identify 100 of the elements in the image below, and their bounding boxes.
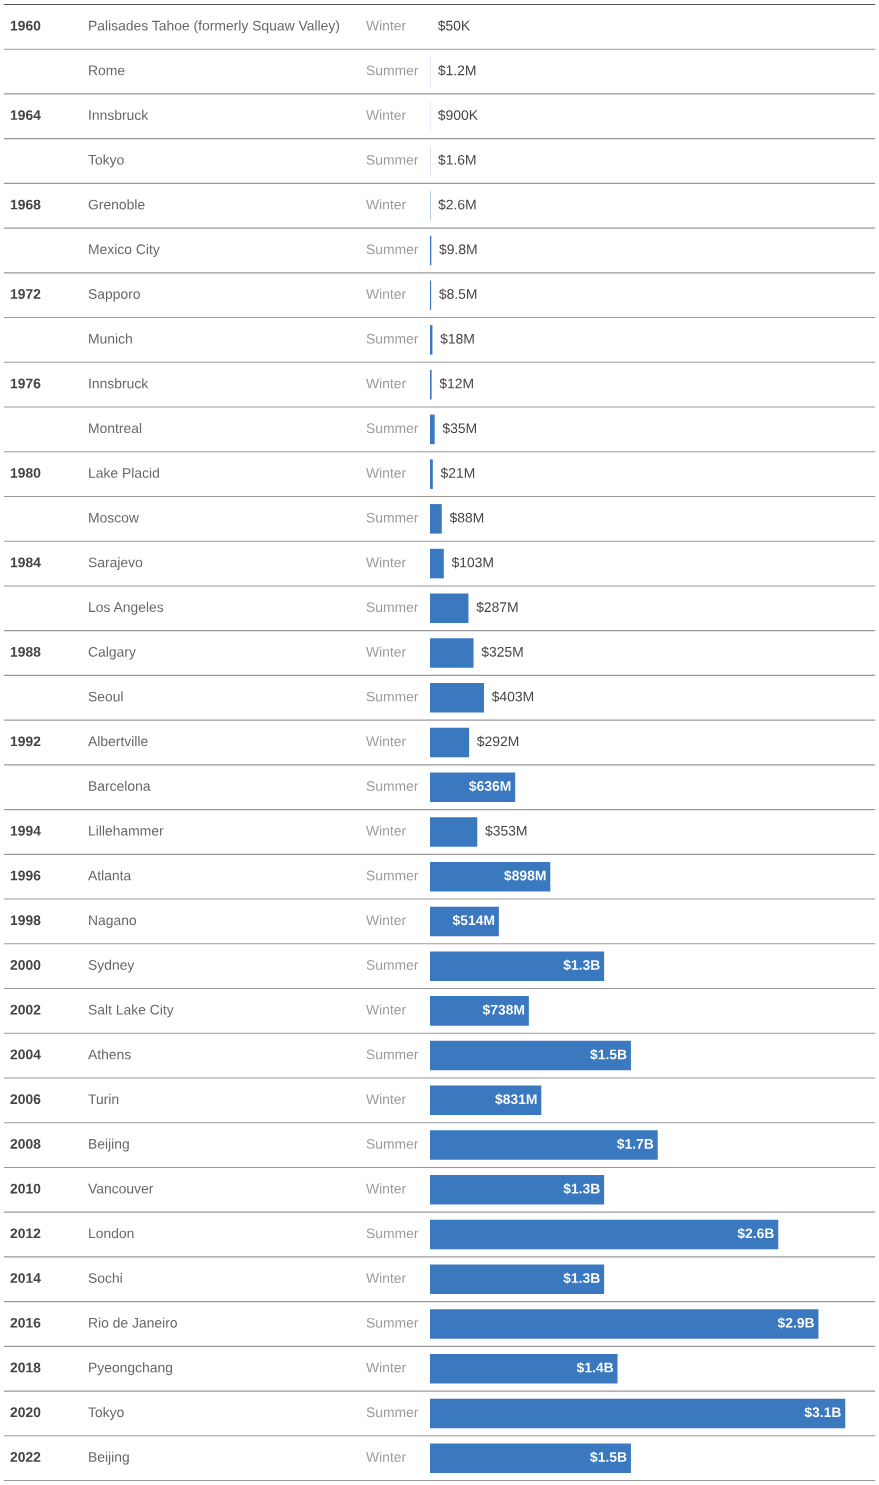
category-label: 2010 [10,1183,41,1194]
bar [430,996,529,1026]
bar [430,861,551,892]
category-label: 2022 [10,1452,41,1462]
category-label: 2020 [10,1407,41,1418]
y-tick-label: Albertville [88,736,148,747]
y2-tick-label: Winter [366,199,406,210]
data-label: $18M [440,333,474,345]
y-tick-label: Athens [88,1049,131,1060]
y2-tick-label: Winter [366,1272,406,1283]
y2-tick-label: Summer [366,602,419,613]
bar [430,593,469,624]
bar [430,951,605,981]
bar [430,1264,605,1295]
bar [430,504,442,534]
y-tick-label: Lake Placid [89,467,159,478]
bar [430,414,435,445]
data-label: $50K [437,20,471,32]
data-label: $403M [491,691,534,703]
y-tick-label: Tokyo [88,154,124,168]
y2-tick-label: Winter [366,646,406,657]
y-tick-label: Munich [89,333,132,344]
y-tick-label: Palisades Tahoe (formerly Squaw Valley) [89,20,340,34]
y2-tick-label: Winter [366,1451,406,1462]
category-label: 1964 [10,110,41,121]
category-label: 2016 [10,1317,41,1328]
y2-tick-label: Summer [366,1317,419,1328]
data-label: $1.3B [563,1272,600,1284]
y-tick-label: Grenoble [88,199,145,210]
category-label: 1984 [10,557,41,568]
data-label: $12M [439,377,473,390]
y2-tick-label: Summer [366,781,419,791]
category-label: 1980 [10,468,41,478]
bar [430,1130,658,1160]
y2-tick-label: Summer [366,244,419,255]
category-label: 2004 [10,1049,41,1060]
data-label: $325M [481,646,523,658]
data-label: $1.5B [590,1451,627,1463]
data-label: $8.5M [439,288,477,300]
category-label: 2000 [10,960,41,970]
y-tick-label: London [89,1228,134,1239]
y2-tick-label: Summer [366,1138,419,1149]
data-label: $2.6B [737,1227,774,1240]
bar [430,1443,631,1473]
category-label: 2002 [10,1004,41,1015]
category-label: 1968 [10,199,41,210]
data-label: $636M [469,780,511,792]
y2-tick-label: Winter [366,1362,406,1373]
y2-tick-label: Winter [366,557,406,568]
category-label: 1976 [10,378,41,389]
y-tick-label: Sochi [88,1272,122,1283]
y-tick-label: Innsbruck [89,378,149,389]
data-label: $292M [476,735,519,748]
data-label: $35M [442,422,477,434]
bar [430,1353,618,1384]
y2-tick-label: Winter [366,914,406,926]
y2-tick-label: Winter [366,825,406,836]
bar [430,1085,542,1116]
bar [430,1219,779,1250]
y-tick-label: Tokyo [88,1406,124,1420]
y2-tick-label: Summer [366,333,419,344]
data-label: $831M [495,1093,537,1105]
y2-tick-label: Summer [366,1228,419,1239]
y-tick-label: Lillehammer [89,825,164,836]
bar [430,548,444,579]
category-label: 2012 [10,1228,41,1239]
y-tick-label: Barcelona [89,780,151,791]
category-label: 2006 [10,1094,41,1105]
data-label: $1.7B [616,1138,654,1150]
data-label: $1.3B [563,959,600,971]
y-tick-label: Nagano [89,915,137,928]
y-tick-label: Beijing [89,1138,129,1152]
bar [430,817,478,847]
y2-tick-label: Summer [366,1407,419,1418]
y2-tick-label: Summer [366,65,419,76]
category-label: 1972 [10,289,41,299]
category-label: 1992 [10,736,41,747]
bar [430,638,474,668]
bar [430,1309,819,1339]
bar [430,1040,631,1071]
y2-tick-label: Winter [366,736,406,747]
data-label: $898M [504,869,546,882]
data-label: $900K [437,109,478,121]
y2-tick-label: Winter [366,378,406,389]
bar [430,772,516,802]
y-tick-label: Seoul [88,691,123,702]
y2-tick-label: Summer [366,423,419,434]
y-tick-label: Pyeongchang [89,1362,173,1376]
data-label: $2.9B [777,1317,814,1329]
bar [430,1175,605,1205]
y-tick-label: Beijing [89,1451,129,1465]
bar [430,1398,846,1429]
y2-tick-label: Winter [366,109,406,121]
y2-tick-label: Summer [366,870,419,881]
bar [430,683,484,713]
data-label: $738M [482,1004,525,1016]
data-label: $2.6M [438,199,476,211]
y-tick-label: Rio de Janeiro [89,1317,177,1328]
y-tick-label: Montreal [89,422,142,434]
y-tick-label: Innsbruck [89,109,149,121]
